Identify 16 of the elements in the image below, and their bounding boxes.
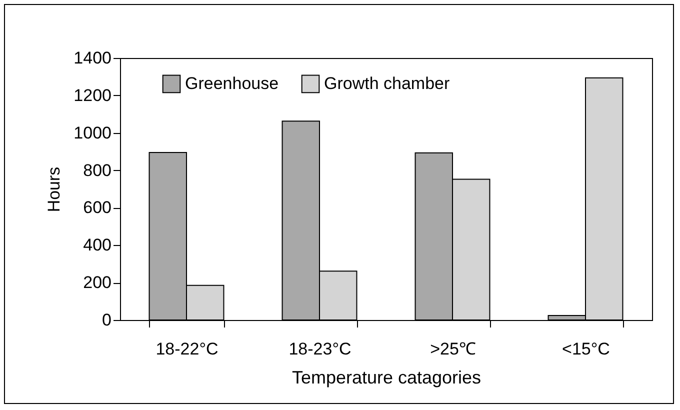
y-tick-label: 400 — [83, 236, 112, 255]
y-axis-title: Hours — [44, 166, 64, 212]
legend-label: Growth chamber — [324, 74, 450, 93]
y-tick-label: 1200 — [74, 86, 112, 105]
y-tick-label: 1400 — [74, 48, 112, 68]
x-tick-label: 18-23°C — [288, 340, 352, 358]
y-tick-label: 800 — [83, 160, 112, 180]
x-tick-label: 18-22°C — [156, 340, 218, 358]
x-axis-title: Temperature catagories — [292, 368, 482, 388]
x-tick-label: >25℃ — [430, 340, 476, 358]
legend-label: Greenhouse — [185, 74, 279, 93]
y-tick-label: 1000 — [74, 123, 112, 142]
x-tick-label: <15°C — [562, 340, 610, 358]
y-tick-label: 0 — [102, 310, 112, 330]
y-tick-label: 600 — [83, 198, 112, 218]
y-tick-label: 200 — [83, 273, 112, 292]
